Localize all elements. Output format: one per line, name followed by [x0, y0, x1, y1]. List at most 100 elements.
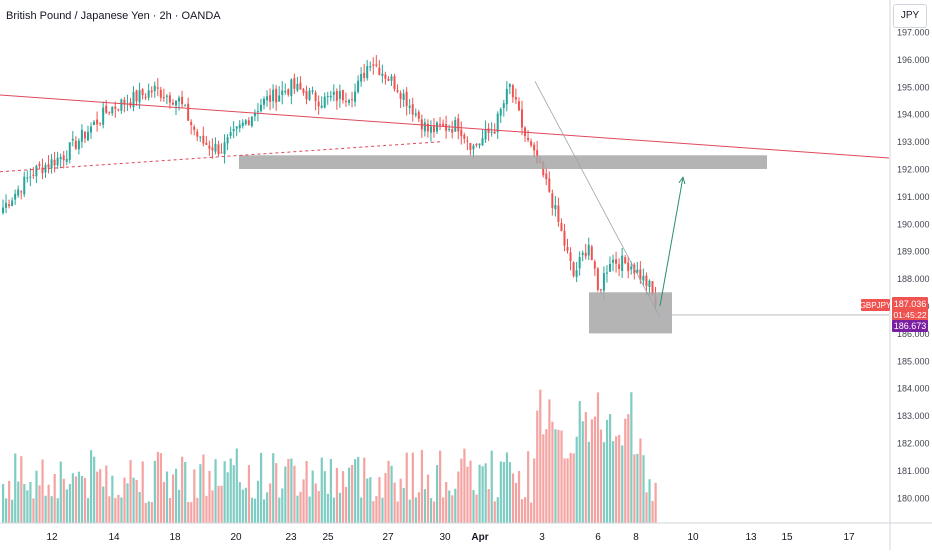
- volume-bar: [293, 465, 296, 523]
- candle-body: [59, 157, 62, 160]
- candle-body: [68, 142, 71, 161]
- volume-bar: [96, 471, 99, 523]
- volume-bar: [454, 488, 457, 523]
- candle-body: [266, 96, 269, 101]
- volume-bar: [329, 458, 332, 523]
- volume-bar: [190, 502, 193, 523]
- volume-bar: [463, 448, 466, 523]
- candle-body: [299, 82, 302, 90]
- candle-body: [156, 87, 159, 89]
- volume-bar: [220, 485, 223, 523]
- price-tick-label: 185.000: [897, 356, 930, 366]
- volume-bar: [554, 429, 557, 523]
- candle-body: [533, 144, 536, 151]
- candle-body: [205, 142, 208, 145]
- candle-body: [396, 90, 399, 92]
- candle-body: [41, 167, 44, 174]
- volume-bar: [654, 482, 657, 523]
- volume-bar: [432, 501, 436, 523]
- volume-bar: [132, 477, 135, 523]
- candle-body: [511, 85, 514, 98]
- volume-bar: [250, 497, 254, 523]
- candle-body: [423, 122, 426, 132]
- candle-body: [332, 91, 335, 95]
- candle-body: [29, 176, 32, 178]
- support-zone: [589, 292, 672, 334]
- candle-body: [411, 104, 414, 115]
- candle-body: [181, 96, 184, 105]
- candle-body: [208, 145, 211, 149]
- candle-body: [408, 105, 411, 108]
- price-tick-label: 180.000: [897, 493, 930, 503]
- price-tick-label: 182.000: [897, 439, 930, 449]
- candle-body: [171, 102, 174, 105]
- candle-body: [150, 90, 153, 93]
- price-tick-label: 193.000: [897, 137, 930, 147]
- currency-selector[interactable]: JPY: [893, 4, 927, 28]
- candle-body: [96, 119, 99, 125]
- candle-body: [545, 173, 548, 180]
- candle-body: [302, 89, 305, 93]
- candle-body: [317, 101, 320, 107]
- volume-bar: [536, 410, 539, 523]
- candle-body: [138, 90, 141, 103]
- candle-body: [624, 257, 627, 264]
- candle-body: [253, 112, 256, 117]
- volume-bar: [138, 491, 141, 523]
- candle-body: [378, 67, 381, 76]
- candle-body: [457, 118, 460, 132]
- volume-bar: [351, 464, 354, 523]
- volume-bar: [68, 483, 71, 523]
- time-tick-label: 12: [46, 532, 58, 543]
- volume-bar: [417, 492, 420, 523]
- candle-body: [381, 73, 384, 76]
- volume-bar: [551, 421, 554, 523]
- volume-bar: [314, 483, 317, 523]
- candle-body: [111, 106, 114, 114]
- candle-body: [505, 88, 508, 105]
- candle-body: [202, 135, 205, 144]
- candle-body: [190, 122, 193, 125]
- candle-body: [263, 98, 266, 105]
- volume-bar: [238, 482, 241, 523]
- volume-bar: [384, 473, 387, 523]
- volume-bar: [326, 493, 329, 523]
- candle-body: [347, 100, 350, 103]
- time-tick-label: 20: [230, 532, 242, 543]
- candle-body: [108, 111, 111, 113]
- candle-body: [308, 90, 311, 100]
- volume-bar: [168, 497, 172, 523]
- candle-body: [460, 129, 463, 137]
- volume-bar: [636, 453, 639, 523]
- candle-body: [17, 189, 20, 196]
- candle-body: [71, 138, 74, 141]
- volume-bar: [520, 499, 524, 523]
- time-tick-label: 8: [633, 532, 639, 543]
- volume-bar: [451, 495, 454, 523]
- candle-body: [344, 100, 347, 102]
- candle-body: [256, 111, 259, 113]
- candle-body: [326, 96, 329, 98]
- candle-body: [402, 93, 405, 101]
- candle-body: [551, 193, 554, 208]
- volume-bar: [20, 456, 23, 523]
- volume-bar: [493, 501, 496, 523]
- descending-line: [534, 81, 661, 318]
- volume-bar: [615, 436, 618, 523]
- price-tick-label: 188.000: [897, 274, 930, 284]
- candle-body: [153, 85, 156, 92]
- volume-bar: [517, 470, 521, 523]
- volume-bar: [602, 442, 606, 523]
- candle-body: [214, 143, 217, 152]
- candle-body: [320, 105, 323, 108]
- volume-bar: [341, 471, 345, 523]
- volume-bar: [71, 473, 75, 523]
- candle-body: [44, 165, 47, 173]
- volume-bar: [129, 460, 132, 523]
- volume-bar: [429, 498, 433, 523]
- volume-bar: [156, 451, 159, 523]
- volume-bar: [511, 473, 515, 523]
- volume-bar: [344, 486, 348, 523]
